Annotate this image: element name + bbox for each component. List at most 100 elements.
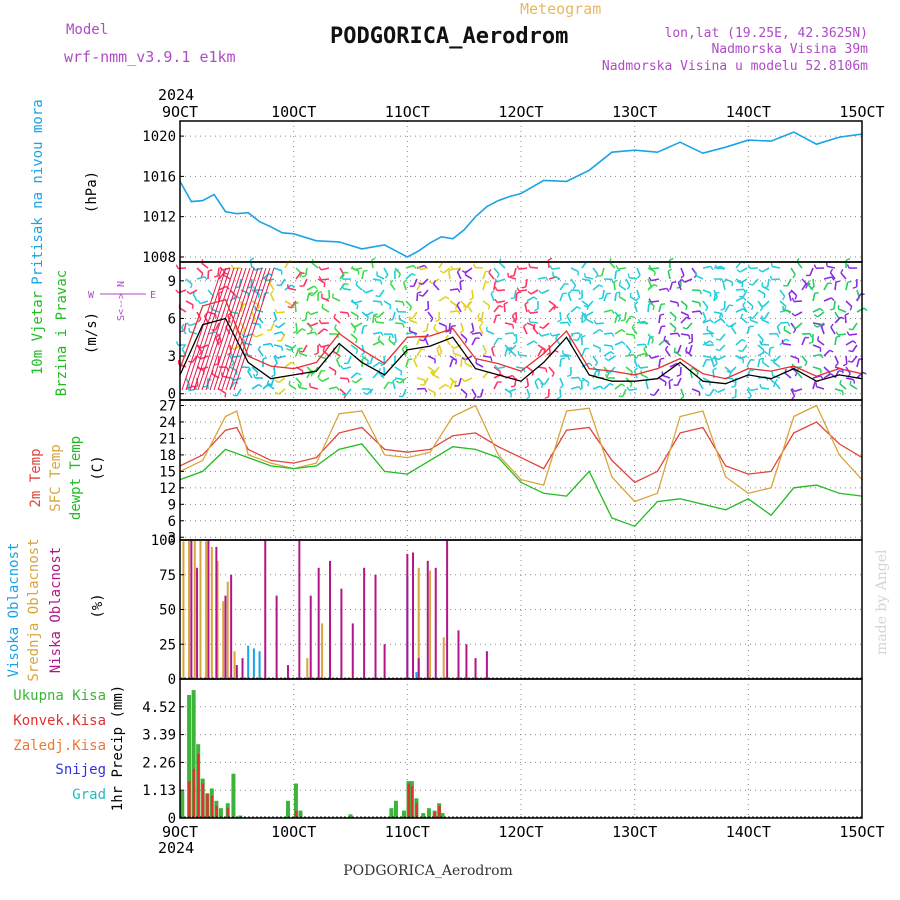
wind-barb-flag	[653, 283, 658, 287]
wind-barb	[372, 300, 382, 303]
wind-barb-flag	[433, 324, 437, 329]
wind-barb	[739, 355, 748, 360]
wind-barb	[372, 278, 382, 282]
wind-barb-flag	[820, 375, 824, 380]
wind-barbs	[175, 257, 868, 400]
wind-barb	[394, 333, 397, 343]
wind-barb	[547, 259, 550, 269]
wind-barb	[449, 326, 453, 335]
wind-barb	[284, 300, 293, 306]
wind-barb-flag	[511, 312, 516, 317]
wind-barb-flag	[377, 335, 381, 340]
wind-barb-flag	[384, 274, 389, 279]
wind-barb-flag	[846, 264, 850, 269]
wind-point	[679, 358, 681, 360]
footer-station: PODGORICA_Aerodrom	[343, 863, 513, 879]
wind-barb	[845, 300, 853, 308]
wind-barb	[636, 343, 646, 346]
wind-barb	[702, 332, 712, 335]
wind-barb-flag	[301, 328, 306, 332]
wind-barb	[317, 370, 322, 379]
wind-barb	[392, 311, 396, 320]
wind-barb	[354, 322, 363, 328]
wind-barb	[402, 388, 407, 397]
temperature-point	[634, 525, 636, 527]
wind-barb-flag	[235, 370, 238, 375]
wind-barb	[741, 344, 748, 352]
wind-barb-flag	[340, 365, 344, 370]
wind-barb	[471, 331, 481, 335]
temperature-point	[361, 426, 363, 429]
wind-barb-flag	[849, 306, 853, 311]
wind-barb-flag	[791, 388, 795, 392]
wind-barb	[321, 377, 330, 383]
wind-barb	[350, 372, 358, 379]
wind-barb	[552, 274, 561, 280]
wind-barb	[603, 344, 613, 347]
wind-barb	[207, 331, 216, 335]
wind-barb-flag	[494, 286, 498, 291]
wind-barb	[628, 388, 638, 392]
temperature-ytick-label: 27	[159, 398, 176, 414]
wind-point	[815, 380, 818, 382]
clouds-ytick-label: 50	[159, 603, 176, 619]
wind-barb-flag	[445, 383, 450, 388]
precip-ytick-label: 4.52	[142, 700, 176, 716]
wind-barb	[394, 377, 404, 381]
wind-barb-flag	[424, 308, 429, 312]
wind-barb-flag	[351, 266, 355, 271]
wind-barb-flag	[549, 265, 553, 270]
wind-barb-flag	[419, 339, 424, 342]
wind-barb	[552, 333, 561, 337]
wind-point	[588, 374, 590, 376]
temperature-point	[679, 415, 681, 418]
temperature-point	[815, 484, 818, 486]
wind-barb	[563, 353, 572, 357]
wind-barb-flag	[652, 305, 655, 311]
wind-barb-flag	[763, 293, 766, 299]
wind-barb-flag	[512, 375, 516, 380]
clouds-bar	[485, 651, 488, 679]
wind-barb	[394, 322, 404, 325]
wind-barb	[706, 329, 715, 335]
wind-barb-flag	[787, 322, 791, 327]
wind-barb	[383, 300, 392, 307]
wind-barb	[834, 336, 838, 346]
wind-point	[656, 378, 659, 380]
precip-ytick-label: 3.39	[142, 728, 176, 744]
wind-barb-flag	[848, 328, 853, 331]
wind-barb-flag	[541, 348, 546, 351]
wind-barb	[321, 307, 330, 313]
wind-barb	[559, 311, 562, 321]
wind-barb	[333, 317, 341, 324]
wind-barb-flag	[705, 394, 710, 397]
wind-barb	[456, 304, 462, 313]
wind-barb	[273, 331, 282, 335]
wind-barb-flag	[527, 309, 531, 314]
wind-barb-flag	[578, 297, 583, 301]
wind-barb	[345, 388, 352, 396]
wind-barb	[394, 267, 401, 275]
wind-barb	[603, 351, 612, 357]
wind-barb	[537, 377, 544, 385]
wind-barb-flag	[682, 326, 687, 330]
top-tick-label: 11OCT	[385, 103, 430, 121]
wind-barb-flag	[566, 374, 572, 378]
wind-ytick-label: 0	[168, 387, 176, 403]
temperature-point	[270, 462, 272, 464]
wind-barb-flag	[181, 323, 185, 328]
wind-barb	[801, 282, 808, 291]
wind-barb	[702, 340, 711, 346]
temperature-point	[770, 487, 772, 489]
wind-barb-flag	[587, 382, 590, 387]
wind-barb	[820, 326, 825, 335]
wind-barb	[488, 272, 495, 280]
wind-barb-flag	[457, 310, 461, 315]
wind-barb-flag	[696, 371, 699, 377]
wind-barb	[749, 388, 759, 392]
wind-barb	[229, 366, 238, 372]
wind-barb	[482, 355, 492, 359]
wind-barb	[812, 322, 822, 326]
wind-barb	[570, 332, 580, 335]
wind-barb	[464, 362, 473, 368]
